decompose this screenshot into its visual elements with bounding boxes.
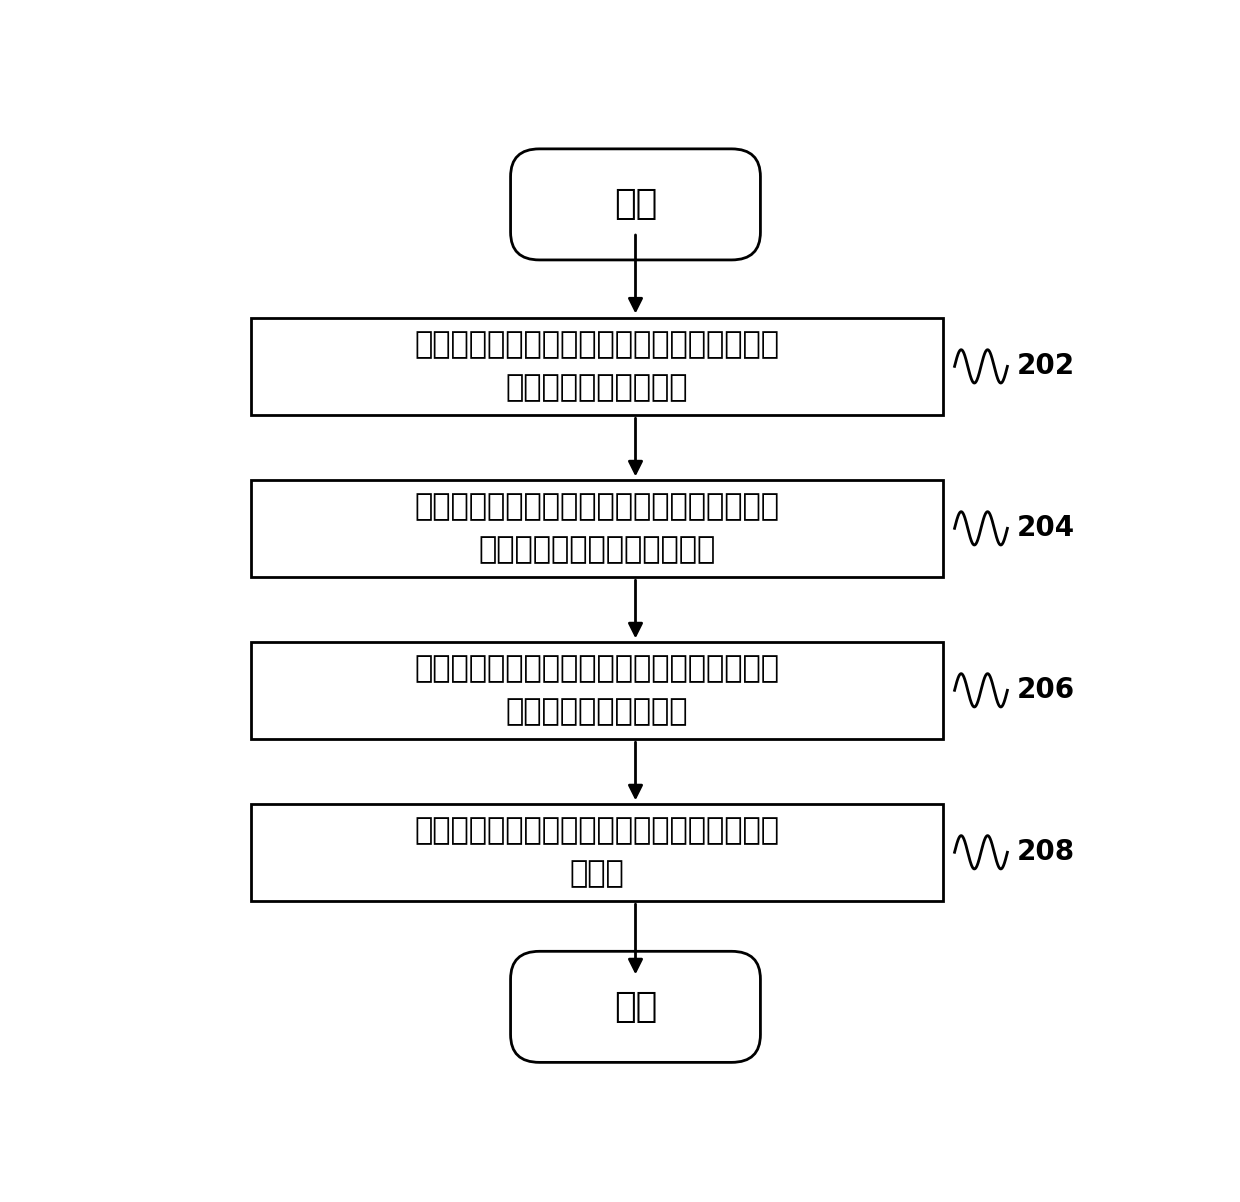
FancyBboxPatch shape (250, 642, 944, 739)
Text: 接收由车辆的检测装置在空调控制信号的触发
作用下检测到的坐椅压力信号: 接收由车辆的检测装置在空调控制信号的触发 作用下检测到的坐椅压力信号 (414, 493, 780, 564)
FancyBboxPatch shape (250, 804, 944, 900)
Text: 结束: 结束 (614, 989, 657, 1024)
Text: 208: 208 (1017, 838, 1075, 867)
FancyBboxPatch shape (511, 149, 760, 260)
FancyBboxPatch shape (511, 951, 760, 1063)
Text: 接收由距离车辆预设距离的驾驶员通过控制装
置发出的空调控制信号: 接收由距离车辆预设距离的驾驶员通过控制装 置发出的空调控制信号 (414, 331, 780, 403)
Text: 根据判断结果控制空调通风装置和空调循环装
置工作: 根据判断结果控制空调通风装置和空调循环装 置工作 (414, 816, 780, 888)
Text: 204: 204 (1017, 514, 1075, 542)
Text: 根据判断结果控制空调通风装置和空调循环装
置以第一工作方式工作: 根据判断结果控制空调通风装置和空调循环装 置以第一工作方式工作 (414, 654, 780, 726)
Text: 202: 202 (1017, 352, 1075, 380)
FancyBboxPatch shape (250, 480, 944, 577)
Text: 开始: 开始 (614, 188, 657, 221)
FancyBboxPatch shape (250, 317, 944, 415)
Text: 206: 206 (1017, 677, 1075, 704)
